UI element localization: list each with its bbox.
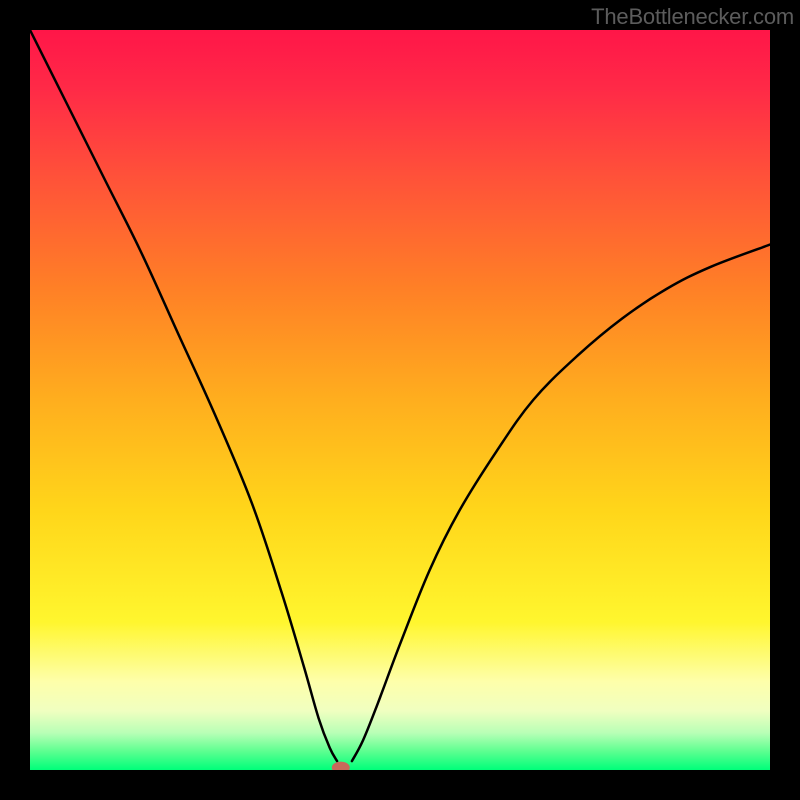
chart-svg xyxy=(0,0,800,800)
watermark-text: TheBottlenecker.com xyxy=(591,4,794,30)
chart-container: TheBottlenecker.com xyxy=(0,0,800,800)
plot-background xyxy=(30,30,770,770)
